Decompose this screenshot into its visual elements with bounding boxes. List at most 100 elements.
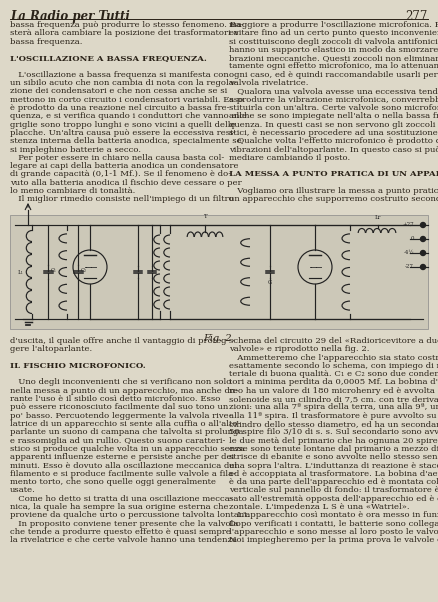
Text: Il miglior rimedio consiste nell'impiego di un filtro: Il miglior rimedio consiste nell'impiego… <box>10 195 234 203</box>
Text: IL FISCHIO MICROFONICO.: IL FISCHIO MICROFONICO. <box>10 362 146 370</box>
Text: è prodotto da una reazione nel circuito a bassa fre-: è prodotto da una reazione nel circuito … <box>10 104 230 112</box>
Text: valvola rivelatrice.: valvola rivelatrice. <box>229 79 308 87</box>
Circle shape <box>420 223 425 228</box>
Text: cilindro dello stesso diametro, ed ha un secondario di: cilindro dello stesso diametro, ed ha un… <box>229 420 438 428</box>
Text: schema del circuito 29 del «Radioricevitore a due: schema del circuito 29 del «Radioricevit… <box>229 337 438 345</box>
Text: quenza. In questi casi se non servono gli zoccoli ela-: quenza. In questi casi se non servono gl… <box>229 120 438 129</box>
Text: stenza interna della batteria anodica, specialmente se: stenza interna della batteria anodica, s… <box>10 137 242 145</box>
Text: reo ha un valore di 180 microhenry ed è avvolta a: reo ha un valore di 180 microhenry ed è … <box>229 387 438 395</box>
Text: 50 spire filo 3/10 di s. s. Sul secondario sono avvolte: 50 spire filo 3/10 di s. s. Sul secondar… <box>229 428 438 436</box>
Text: Dopo verificati i contatti, le batterie sono collegate al-: Dopo verificati i contatti, le batterie … <box>229 520 438 527</box>
Text: mettono in corto circuito i condensatori variabili. Esso: mettono in corto circuito i condensatori… <box>10 96 243 104</box>
Text: hanno un supporto elastico in modo da smorzare le vi-: hanno un supporto elastico in modo da sm… <box>229 46 438 54</box>
Text: esattamente secondo lo schema, con impiego di ma-: esattamente secondo lo schema, con impie… <box>229 362 438 370</box>
Text: le due metà del primario che ha ognuna 20 spire;: le due metà del primario che ha ognuna 2… <box>229 436 438 445</box>
Text: rante l'uso è il sibilo così detto microfonico. Esso: rante l'uso è il sibilo così detto micro… <box>10 395 220 403</box>
Text: +27: +27 <box>403 223 414 228</box>
Text: vuto alla batteria anodica il fischio deve cessare o per: vuto alla batteria anodica il fischio de… <box>10 179 242 187</box>
Text: filamento e si produce facilmente sulle valvole a fila-: filamento e si produce facilmente sulle … <box>10 470 236 478</box>
Text: un sibilo acuto che non cambia di nota con la regola-: un sibilo acuto che non cambia di nota c… <box>10 79 237 87</box>
Text: Vogliamo ora illustrare la messa a punto pratica di: Vogliamo ora illustrare la messa a punto… <box>229 187 438 195</box>
Text: a produrre la vibrazione microfonica, converrebbe so-: a produrre la vibrazione microfonica, co… <box>229 96 438 104</box>
Text: brazioni meccaniche. Questi zoccoli non eliminano cer-: brazioni meccaniche. Questi zoccoli non … <box>229 54 438 62</box>
Text: C₂: C₂ <box>81 267 87 273</box>
Text: alla 11ª spira. Il trasformatore è pure avvolto su un: alla 11ª spira. Il trasformatore è pure … <box>229 412 438 420</box>
Text: -4½: -4½ <box>403 250 414 255</box>
Text: La Radio per Tutti: La Radio per Tutti <box>10 10 130 23</box>
Text: sato all'estremità opposta dell'apparecchio ed è oriz-: sato all'estremità opposta dell'apparecc… <box>229 495 438 503</box>
Text: -27: -27 <box>405 264 414 270</box>
Circle shape <box>420 250 425 255</box>
Text: tamente ogni effetto microfonico, ma lo attenuano in: tamente ogni effetto microfonico, ma lo … <box>229 63 438 70</box>
Text: gere l'altoparlante.: gere l'altoparlante. <box>10 346 92 353</box>
Text: Fig. 2.: Fig. 2. <box>203 334 235 343</box>
Text: mediare cambiando il posto.: mediare cambiando il posto. <box>229 154 350 162</box>
Text: 277: 277 <box>406 10 428 23</box>
Text: proviene da qualche urto o percussione talvolta lontani.: proviene da qualche urto o percussione t… <box>10 511 250 520</box>
Text: vibrazioni dell'altoparlante. In questo caso si può ri-: vibrazioni dell'altoparlante. In questo … <box>229 146 438 154</box>
Text: strisce di ebanite e sono avvolte nello stesso senso: strisce di ebanite e sono avvolte nello … <box>229 453 438 461</box>
Bar <box>10 215 428 329</box>
Text: L'OSCILLAZIONE A BASSA FREQUENZA.: L'OSCILLAZIONE A BASSA FREQUENZA. <box>10 54 207 62</box>
Text: Qualche volta l'effetto microfonico è prodotto dalle: Qualche volta l'effetto microfonico è pr… <box>229 137 438 145</box>
Text: esse sono tenute lontane dal primario a mezzo di 8: esse sono tenute lontane dal primario a … <box>229 445 438 453</box>
Text: Come ho detto si tratta di una oscillazione mecca-: Come ho detto si tratta di una oscillazi… <box>10 495 233 503</box>
Text: ed è accoppiata al trasformatore. La bobina d'aereo: ed è accoppiata al trasformatore. La bob… <box>229 470 438 478</box>
Text: mento torto, che sono quelle oggi generalmente: mento torto, che sono quelle oggi genera… <box>10 478 216 486</box>
Text: evitare fino ad un certo punto questo inconveniente: evitare fino ad un certo punto questo in… <box>229 29 438 37</box>
Text: zione dei condensatori e che non cessa anche se si: zione dei condensatori e che non cessa a… <box>10 87 227 95</box>
Text: solenoide su un cilindro di 7,5 cm. con tre deriva-: solenoide su un cilindro di 7,5 cm. con … <box>229 395 438 403</box>
Text: zioni: una alla 7ª spira della terra, una alla 9ª, una: zioni: una alla 7ª spira della terra, un… <box>229 403 438 411</box>
Text: valvole» e riprodotto nella fig. 2.: valvole» e riprodotto nella fig. 2. <box>229 346 370 353</box>
Text: apparenti influenze esterne e persiste anche per dei: apparenti influenze esterne e persiste a… <box>10 453 234 461</box>
Text: bassa frequenza.: bassa frequenza. <box>10 37 82 46</box>
Text: griglie sono troppo lunghi e sono vicini a quelli delle: griglie sono troppo lunghi e sono vicini… <box>10 120 236 129</box>
Circle shape <box>420 264 425 270</box>
Text: un apparecchio che supporremo costruito secondo lo: un apparecchio che supporremo costruito … <box>229 195 438 203</box>
Text: Ammetteremo che l'apparecchio sia stato costruito: Ammetteremo che l'apparecchio sia stato … <box>229 353 438 362</box>
Text: In proposito conviene tener presente che la valvola: In proposito conviene tener presente che… <box>10 520 238 527</box>
Text: legare ai capi della batteria anodica un condensatore: legare ai capi della batteria anodica un… <box>10 162 239 170</box>
Text: è da una parte dell'apparecchio ed è montata coll'asse: è da una parte dell'apparecchio ed è mon… <box>229 478 438 486</box>
Text: parlante un suono di campana che talvolta si prolunga: parlante un suono di campana che talvolt… <box>10 428 244 436</box>
Text: T: T <box>203 214 207 219</box>
Text: po' basso. Percuotendo leggermente la valvola rive-: po' basso. Percuotendo leggermente la va… <box>10 412 232 420</box>
Text: ogni caso, ed è quindi raccomandabile usarli per la: ogni caso, ed è quindi raccomandabile us… <box>229 71 438 79</box>
Text: Uno degli inconvenienti che si verificano non solo: Uno degli inconvenienti che si verifican… <box>10 379 231 386</box>
Text: nica, la quale ha sempre la sua origine esterna che: nica, la quale ha sempre la sua origine … <box>10 503 229 511</box>
Text: d'uscita, il quale offre anche il vantaggio di proteg-: d'uscita, il quale offre anche il vantag… <box>10 337 230 345</box>
Text: LA MESSA A PUNTO PRATICA DI UN APPARECCHIO.: LA MESSA A PUNTO PRATICA DI UN APPARECCH… <box>229 170 438 178</box>
Text: zontale. L'impedenza L S è una «Watriel».: zontale. L'impedenza L S è una «Watriel»… <box>229 503 410 511</box>
Text: latrice di un apparecchio si sente alla cuffia o all'alto-: latrice di un apparecchio si sente alla … <box>10 420 240 428</box>
Text: si costituiscono degli zoccoli di valvola antifonici i quali: si costituiscono degli zoccoli di valvol… <box>229 37 438 46</box>
Text: stico si produce qualche volta in un apparecchio senza: stico si produce qualche volta in un app… <box>10 445 245 453</box>
Text: che tende a produrre questo effetto è quasi sempre: che tende a produrre questo effetto è qu… <box>10 528 231 536</box>
Text: di grande capacità (0,1-1 Mf.). Se il fenomeno è do-: di grande capacità (0,1-1 Mf.). Se il fe… <box>10 170 231 179</box>
Text: maggiore a produrre l'oscillazione microfonica. Per: maggiore a produrre l'oscillazione micro… <box>229 21 438 29</box>
Text: G: G <box>268 280 272 285</box>
Text: può essere riconosciuto facilmente dal suo tono un: può essere riconosciuto facilmente dal s… <box>10 403 228 411</box>
Text: Lr: Lr <box>375 215 381 220</box>
Text: l'apparecchio e sono messe al loro posto le valvole.: l'apparecchio e sono messe al loro posto… <box>229 528 438 536</box>
Text: Qualora una valvola avesse una eccessiva tendenza: Qualora una valvola avesse una eccessiva… <box>229 87 438 95</box>
Text: lo meno cambiare di tonalità.: lo meno cambiare di tonalità. <box>10 187 135 195</box>
Text: una sopra l'altra. L'induttanza di reazione è staccata: una sopra l'altra. L'induttanza di reazi… <box>229 462 438 470</box>
Text: sterà allora cambiare la posizione dei trasformatori a: sterà allora cambiare la posizione dei t… <box>10 29 238 37</box>
Text: teriale di buona qualità. C₁ e C₂ sono due condensa-: teriale di buona qualità. C₁ e C₂ sono d… <box>229 370 438 378</box>
Text: si impleghino batterie a secco.: si impleghino batterie a secco. <box>10 146 141 154</box>
Text: minuti. Esso è dovuto alla oscillazione meccanica del: minuti. Esso è dovuto alla oscillazione … <box>10 462 237 470</box>
Text: stici, è necessario procedere ad una sostituzione.: stici, è necessario procedere ad una sos… <box>229 129 438 137</box>
Text: verticale sul pannello di fondo: il trasformatore è fis-: verticale sul pannello di fondo: il tras… <box>229 486 438 494</box>
Text: anche se sono impiegate nell'alta o nella bassa fre-: anche se sono impiegate nell'alta o nell… <box>229 113 438 120</box>
Text: placche. Un'altra causa può essere la eccessiva resi-: placche. Un'altra causa può essere la ec… <box>10 129 236 137</box>
Text: nella messa a punto di un apparecchio, ma anche du-: nella messa a punto di un apparecchio, m… <box>10 387 238 395</box>
Text: Per poter essere in chiaro nella causa basta col-: Per poter essere in chiaro nella causa b… <box>10 154 224 162</box>
Text: 0: 0 <box>410 237 414 241</box>
Circle shape <box>420 237 425 241</box>
Text: quenza, e si verifica quando i conduttori che vanno alle: quenza, e si verifica quando i conduttor… <box>10 113 247 120</box>
Text: bassa frequenza può produrre lo stesso fenomeno. Ba-: bassa frequenza può produrre lo stesso f… <box>10 21 244 29</box>
Text: stituirla con un'altra. Certe valvole sono microfoniche: stituirla con un'altra. Certe valvole so… <box>229 104 438 112</box>
Text: tori a minima perdita da 0,0005 Mf. La bobina d'ae-: tori a minima perdita da 0,0005 Mf. La b… <box>229 379 438 386</box>
Text: L'apparecchio così montato è ora messo in funzione.: L'apparecchio così montato è ora messo i… <box>229 511 438 520</box>
Text: C₁: C₁ <box>51 267 57 273</box>
